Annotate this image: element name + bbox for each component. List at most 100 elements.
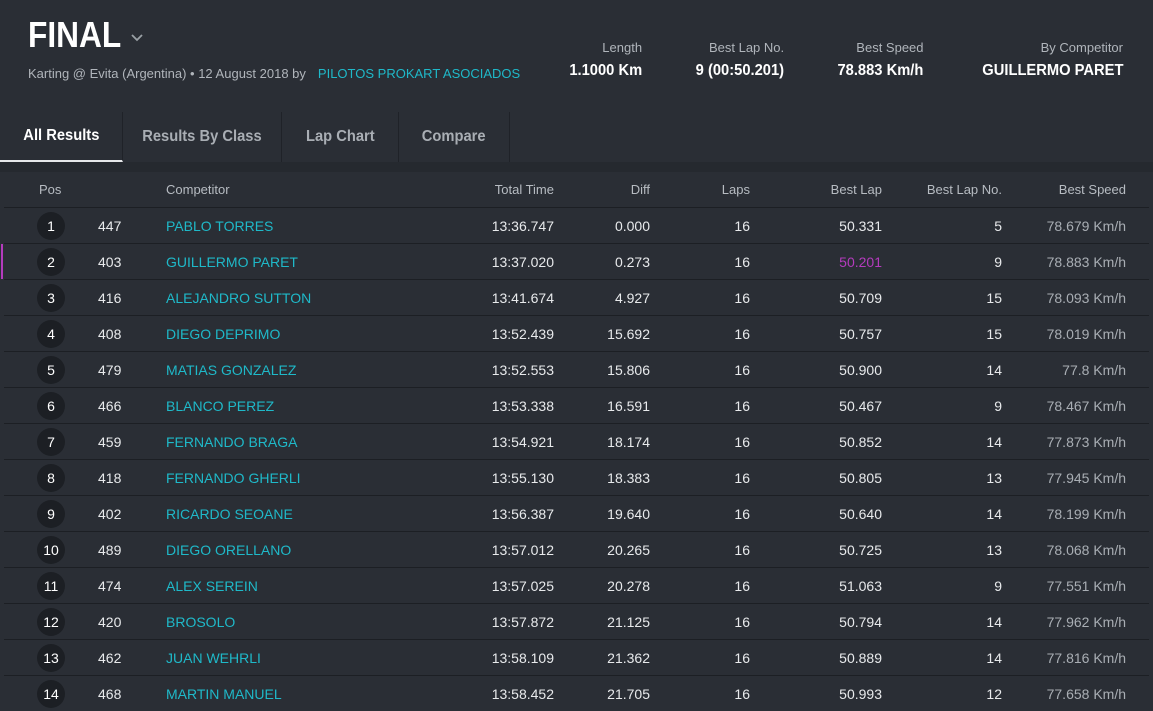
best-lap: 50.331 [839,217,882,234]
kart-number: 418 [98,469,122,486]
kart-number: 403 [98,253,122,270]
total-time: 13:55.130 [491,469,554,486]
table-row[interactable]: 13 462 JUAN WEHRLI 13:58.109 21.362 16 50.889 1… [4,640,1149,676]
competitor-link[interactable]: BROSOLO [166,613,236,630]
diff: 18.383 [607,469,650,486]
table-row[interactable]: 3 416 ALEJANDRO SUTTON 13:41.674 4.927 16 50.7… [4,280,1149,316]
position-badge: 2 [37,247,65,276]
best-speed: 77.816 Km/h [1046,649,1126,666]
table-row[interactable]: 7 459 FERNANDO BRAGA 13:54.921 18.174 16 50.85… [4,424,1149,460]
best-speed: 77.873 Km/h [1046,433,1126,450]
table-row[interactable]: 8 418 FERNANDO GHERLI 13:55.130 18.383 16 50.8… [4,460,1149,496]
stat-best-speed: Best Speed 78.883 Km/h [830,40,924,80]
position-badge: 13 [37,643,65,672]
pos-cell: 4 [4,319,98,348]
position-badge: 3 [37,283,65,312]
tab-all-results[interactable]: All Results [0,112,123,162]
stat-label: Best Speed [856,40,924,55]
tab-lap-chart[interactable]: Lap Chart [282,112,399,162]
position-badge: 4 [37,319,65,348]
position-badge: 6 [37,391,65,420]
competitor-link[interactable]: PABLO TORRES [166,217,274,234]
competitor-link[interactable]: DIEGO DEPRIMO [166,325,281,342]
tab-label: Results By Class [142,128,262,145]
kart-number: 447 [98,217,122,234]
competitor-link[interactable]: ALEX SEREIN [166,577,258,594]
best-lap: 50.709 [839,289,882,306]
kart-number: 479 [98,361,122,378]
competitor-link[interactable]: FERNANDO BRAGA [166,433,298,450]
competitor-link[interactable]: JUAN WEHRLI [166,649,261,666]
total-time: 13:58.109 [491,649,554,666]
pos-cell: 10 [4,535,98,564]
competitor-link[interactable]: GUILLERMO PARET [166,253,298,270]
competitor-link[interactable]: DIEGO ORELLANO [166,541,292,558]
competitor-link[interactable]: RICARDO SEOANE [166,505,293,522]
total-time: 13:36.747 [491,217,554,234]
total-time: 13:58.452 [491,685,554,702]
chevron-down-icon[interactable] [128,28,146,46]
best-lap: 50.201 [839,253,882,270]
competitor-link[interactable]: BLANCO PEREZ [166,397,275,414]
diff: 21.362 [607,649,650,666]
best-lap-no: 14 [986,613,1002,630]
competitor-link[interactable]: ALEJANDRO SUTTON [166,289,312,306]
pos-cell: 2 [4,247,98,276]
best-speed: 78.679 Km/h [1046,217,1126,234]
tab-compare[interactable]: Compare [399,112,510,162]
best-lap: 50.467 [839,397,882,414]
position-badge: 5 [37,355,65,384]
table-body: 1 447 PABLO TORRES 13:36.747 0.000 16 50.331 5 7… [1,208,1149,711]
table-row[interactable]: 2 403 GUILLERMO PARET 13:37.020 0.273 16 50.20… [1,244,1149,280]
stat-value: 1.1000 Km [569,62,643,79]
best-lap: 50.725 [839,541,882,558]
competitor-link[interactable]: MATIAS GONZALEZ [166,361,297,378]
table-row[interactable]: 6 466 BLANCO PEREZ 13:53.338 16.591 16 50.467 9… [4,388,1149,424]
table-row[interactable]: 10 489 DIEGO ORELLANO 13:57.012 20.265 16 50.7… [4,532,1149,568]
best-lap: 50.640 [839,505,882,522]
best-speed: 78.467 Km/h [1046,397,1126,414]
diff: 15.692 [607,325,650,342]
diff: 18.174 [607,433,650,450]
table-row[interactable]: 1 447 PABLO TORRES 13:36.747 0.000 16 50.331 5 7… [4,208,1149,244]
organizer-link[interactable]: PILOTOS PROKART ASOCIADOS [317,66,521,81]
pos-cell: 13 [4,643,98,672]
pos-cell: 9 [4,499,98,528]
diff: 21.125 [607,613,650,630]
best-lap: 50.889 [839,649,882,666]
kart-number: 462 [98,649,122,666]
best-lap: 50.805 [839,469,882,486]
laps: 16 [734,505,750,522]
stat-by-competitor: By Competitor GUILLERMO PARET [970,40,1123,80]
best-lap-no: 9 [994,253,1002,270]
table-row[interactable]: 12 420 BROSOLO 13:57.872 21.125 16 50.794 14 77.… [4,604,1149,640]
event-info: Karting @ Evita (Argentina) • 12 August … [28,66,306,81]
table-row[interactable]: 5 479 MATIAS GONZALEZ 13:52.553 15.806 16 50.9… [4,352,1149,388]
laps: 16 [734,253,750,270]
competitor-link[interactable]: MARTIN MANUEL [166,685,282,702]
tabs-divider [0,162,1153,172]
total-time: 13:56.387 [491,505,554,522]
table-row[interactable]: 11 474 ALEX SEREIN 13:57.025 20.278 16 51.063 9… [4,568,1149,604]
kart-number: 474 [98,577,122,594]
col-competitor: Competitor [166,182,230,197]
tab-results-by-class[interactable]: Results By Class [123,112,282,162]
table-row[interactable]: 14 468 MARTIN MANUEL 13:58.452 21.705 16 50.99… [4,676,1149,711]
best-lap: 50.852 [839,433,882,450]
col-best-lap-no: Best Lap No. [926,182,1002,197]
kart-number: 468 [98,685,122,702]
position-badge: 9 [37,499,65,528]
kart-number: 466 [98,397,122,414]
best-lap: 51.063 [839,577,882,594]
laps: 16 [734,325,750,342]
best-lap: 50.794 [839,613,882,630]
best-speed: 78.199 Km/h [1046,505,1126,522]
kart-number: 416 [98,289,122,306]
pos-cell: 11 [4,571,98,600]
event-title-dropdown[interactable]: FINAL [28,14,146,56]
table-row[interactable]: 4 408 DIEGO DEPRIMO 13:52.439 15.692 16 50.757… [4,316,1149,352]
competitor-link[interactable]: FERNANDO GHERLI [166,469,301,486]
table-row[interactable]: 9 402 RICARDO SEOANE 13:56.387 19.640 16 50.64… [4,496,1149,532]
pos-cell: 3 [4,283,98,312]
results-tabs: All Results Results By Class Lap Chart C… [0,112,510,162]
